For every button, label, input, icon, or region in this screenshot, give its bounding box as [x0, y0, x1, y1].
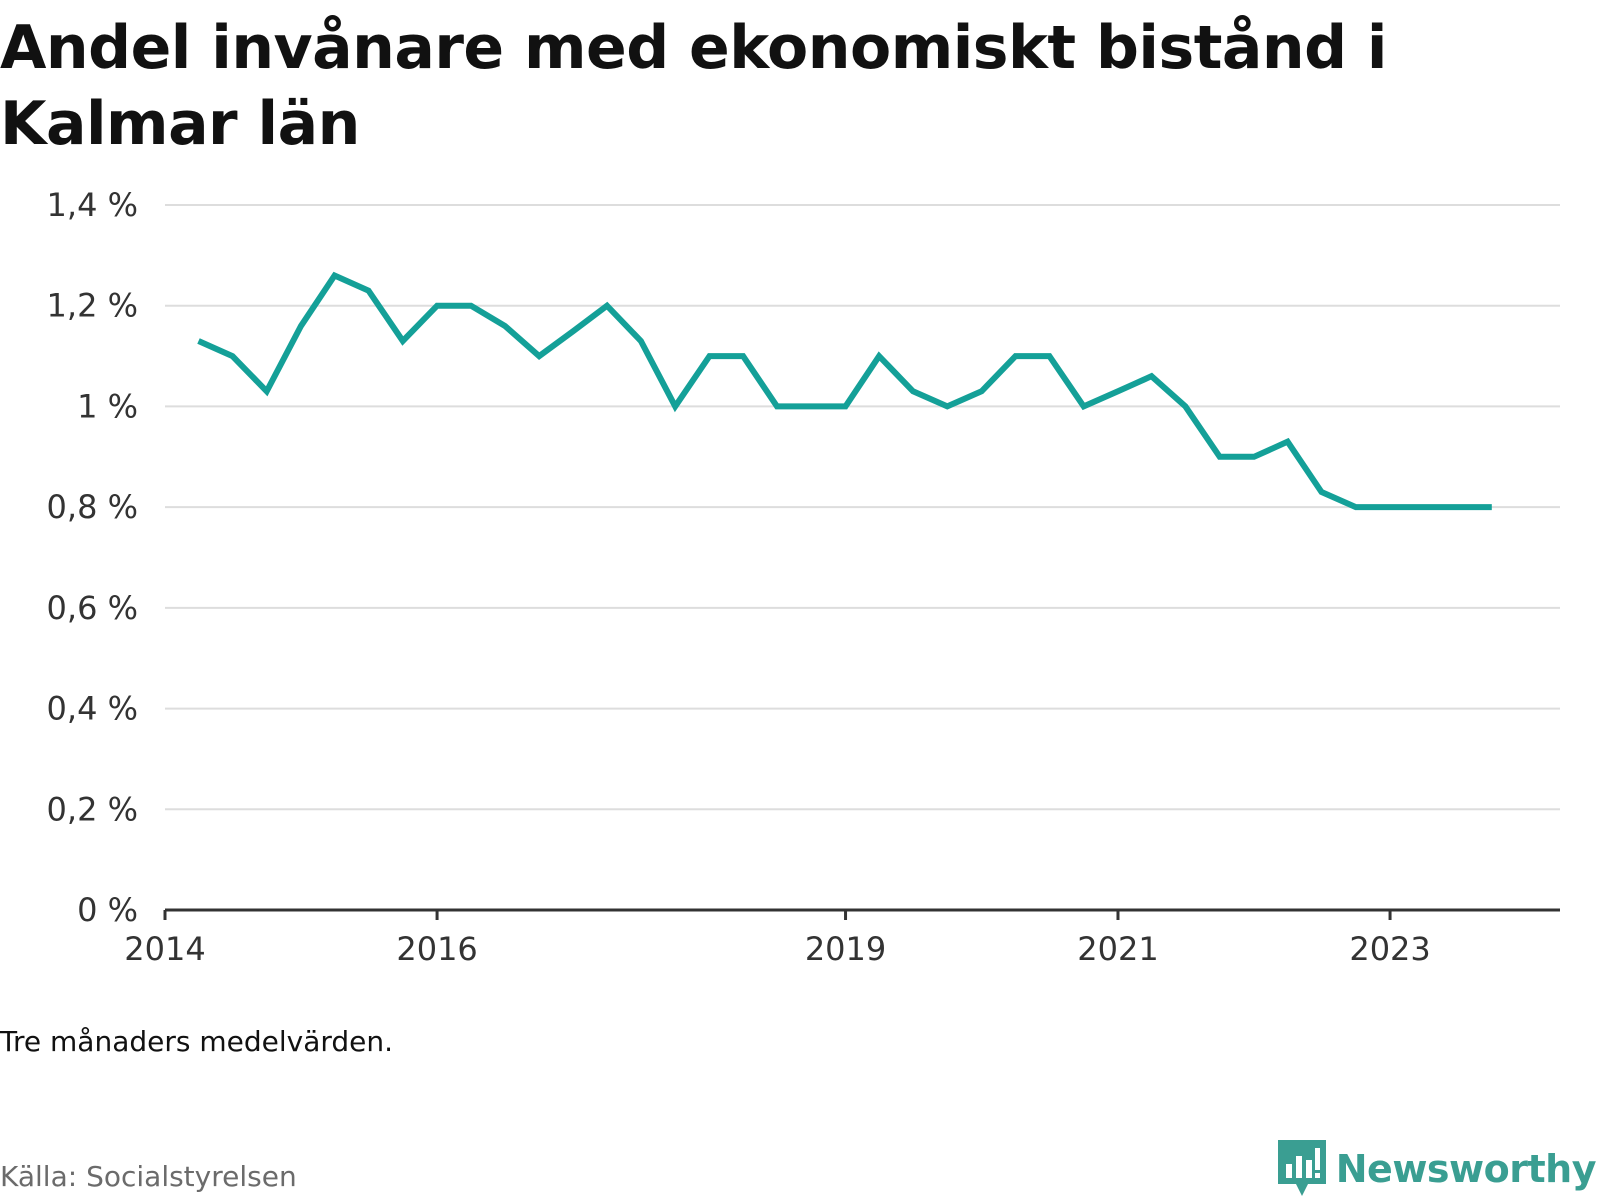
brand-logo-group: Newsworthy: [1277, 1140, 1597, 1198]
chart-title: Andel invånare med ekonomiskt bistånd i …: [0, 13, 1387, 159]
y-tick-label: 1,4 %: [47, 186, 138, 224]
x-tick-label: 2016: [396, 930, 477, 968]
series-layer: [197, 271, 1492, 511]
y-tick-label: 1 %: [77, 387, 138, 425]
x-axis: [163, 908, 1560, 920]
newsworthy-chart-icon: [1277, 1140, 1326, 1196]
y-axis-tick-labels: 0 % 0,2 % 0,4 % 0,6 % 0,8 % 1 % 1,2 % 1,4 %: [47, 186, 138, 929]
y-tick-label: 0,4 %: [47, 690, 138, 728]
y-tick-label: 1,2 %: [47, 287, 138, 325]
source-text: Källa: Socialstyrelsen: [0, 1160, 297, 1193]
y-tick-label: 0,8 %: [47, 488, 138, 526]
x-tick-label: 2023: [1349, 930, 1430, 968]
series-line: [197, 271, 1492, 511]
y-tick-label: 0,2 %: [47, 790, 138, 828]
x-tick-label: 2019: [805, 930, 886, 968]
brand-name: Newsworthy: [1335, 1147, 1597, 1191]
y-tick-label: 0 %: [77, 891, 138, 929]
x-tick-label: 2021: [1077, 930, 1158, 968]
x-tick-label: 2014: [124, 930, 205, 968]
chart-note: Tre månaders medelvärden.: [0, 1025, 394, 1058]
y-tick-label: 0,6 %: [47, 589, 138, 627]
grid-lines: [165, 204, 1560, 811]
line-chart: 0 % 0,2 % 0,4 % 0,6 % 0,8 % 1 % 1,2 % 1,4 % 201…: [47, 186, 1560, 968]
x-axis-tick-labels: 2014 2016 2019 2021 2023: [124, 930, 1430, 968]
